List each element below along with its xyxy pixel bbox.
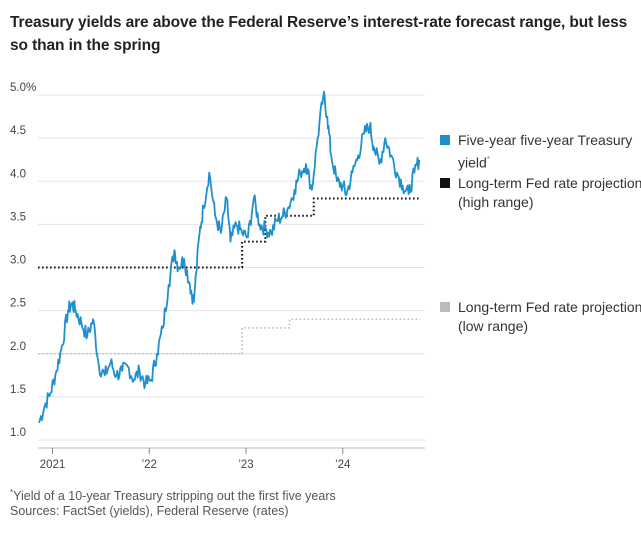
y-tick-label: 4.5 [10,125,26,137]
x-tick-label: ’22 [142,459,157,471]
y-tick-label: 2.5 [10,298,26,310]
footnote: *Yield of a 10-year Treasury stripping o… [10,484,336,505]
series-line-high-range [38,197,421,269]
y-tick-label: 2.0 [10,341,26,353]
legend-label-low-range: Long-term Fed rate projections (low rang… [458,299,641,334]
footnote-sup: * [10,488,14,497]
gridlines [38,94,425,449]
legend-swatch-low-range [440,302,450,312]
y-axis-ticks: 1.0 1.5 2.0 2.5 3.0 3.5 4.0 4.5 5.0% [10,82,36,439]
series-line-yield [38,90,421,424]
legend-label-high-range: Long-term Fed rate projections (high ran… [458,175,641,210]
y-tick-label: 1.0 [10,427,26,439]
sources: Sources: FactSet (yields), Federal Reser… [10,504,289,518]
x-axis-ticks: 2021 ’22 ’23 ’24 [40,448,351,471]
legend-sup-yield: * [486,155,490,164]
legend-swatch-yield [440,135,450,145]
y-tick-label: 1.5 [10,384,26,396]
y-tick-label: 3.5 [10,211,26,223]
legend-label-yield: Five-year five-year Treasury yield [458,132,633,171]
x-tick-label: ’24 [335,459,351,471]
footnote-text: Yield of a 10-year Treasury stripping ou… [13,489,336,504]
y-tick-label: 3.0 [10,255,26,267]
chart-title: Treasury yields are above the Federal Re… [10,14,628,54]
x-tick-label: ’23 [238,459,253,471]
y-tick-label: 5.0% [10,82,36,94]
legend-swatch-high-range [440,178,450,188]
series-lines [38,90,421,424]
x-tick-label: 2021 [40,459,66,471]
y-tick-label: 4.0 [10,168,26,180]
